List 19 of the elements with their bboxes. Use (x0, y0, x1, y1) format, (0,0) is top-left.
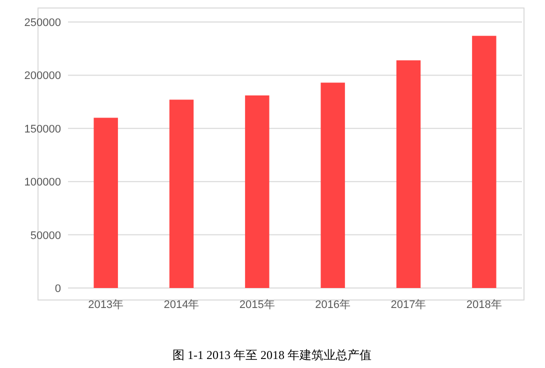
x-tick-label: 2015年 (239, 299, 275, 311)
bar (320, 82, 345, 288)
text: 图 1-1 2013 年至 2018 年建筑业总产值 (172, 348, 372, 362)
y-tick-label: 0 (54, 283, 61, 295)
x-tick-label: 2018年 (466, 299, 502, 311)
y-tick-label: 250000 (24, 17, 61, 29)
bar (396, 60, 421, 288)
x-tick-label: 2016年 (315, 299, 351, 311)
x-tick-label: 2017年 (390, 299, 426, 311)
bar (94, 118, 118, 288)
y-tick-label: 150000 (24, 123, 61, 136)
bar (169, 100, 194, 288)
bar (245, 95, 270, 288)
y-tick-label: 50000 (30, 230, 61, 242)
x-tick-label: 2014年 (164, 299, 200, 311)
y-tick-label: 200000 (24, 70, 61, 82)
bar (472, 36, 496, 288)
y-tick-label: 100000 (24, 176, 61, 189)
x-tick-label: 2013年 (88, 299, 124, 311)
